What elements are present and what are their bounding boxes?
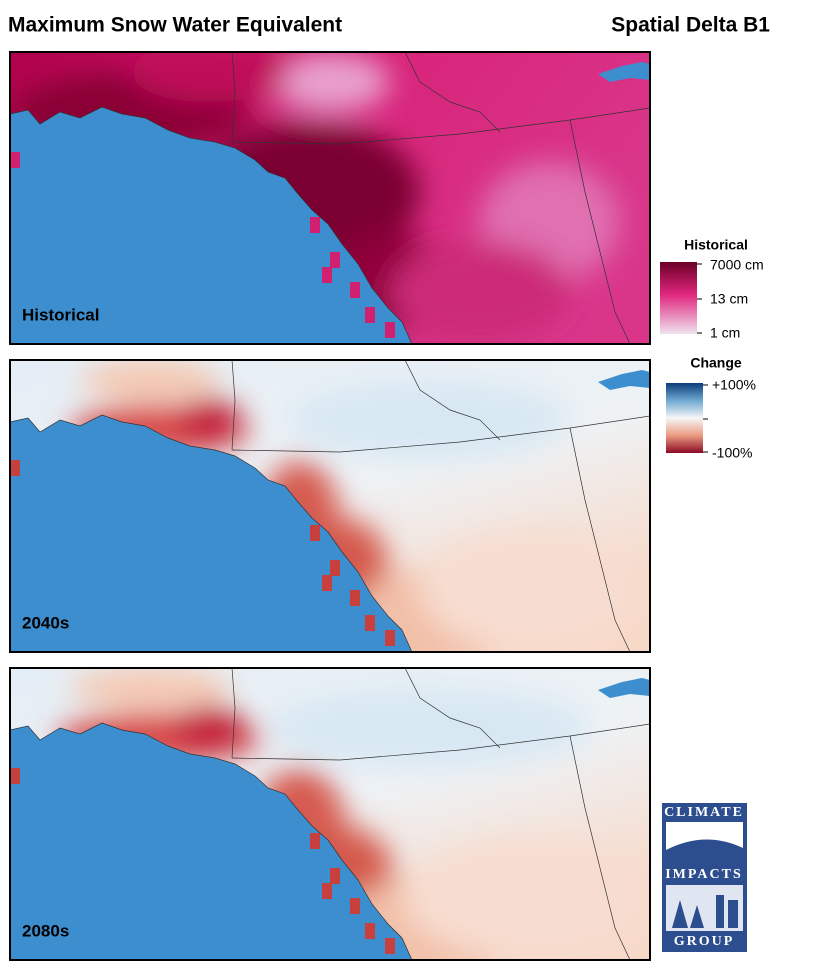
coast-cell xyxy=(365,615,375,631)
coast-cell xyxy=(310,833,320,849)
panel-label: Historical xyxy=(22,305,99,324)
border xyxy=(231,415,650,453)
map-area xyxy=(10,668,650,960)
shade xyxy=(290,380,570,460)
shade xyxy=(390,242,570,342)
legend-ticks xyxy=(703,384,708,453)
legend-label: 13 cm xyxy=(710,291,748,307)
coastline xyxy=(10,106,413,344)
title: Maximum Snow Water Equivalent xyxy=(8,14,342,37)
shade xyxy=(69,668,231,708)
shade xyxy=(270,52,390,112)
coast-cell xyxy=(350,590,360,606)
land-shading xyxy=(10,52,620,342)
coast-cell xyxy=(322,883,332,899)
border xyxy=(404,668,501,749)
legend-colorbar xyxy=(666,383,703,453)
logo-text: IMPACTS xyxy=(665,867,743,882)
border xyxy=(231,668,236,759)
legend-colorbar xyxy=(660,262,697,334)
map-area xyxy=(10,360,650,652)
shade xyxy=(130,52,290,102)
map-panel: Historical xyxy=(9,51,651,345)
lake xyxy=(598,62,650,82)
border xyxy=(404,360,501,441)
shade xyxy=(403,838,650,958)
map-panel: 2080s xyxy=(9,667,651,961)
lake xyxy=(598,678,650,698)
coast-cell xyxy=(10,460,20,476)
coast-cell xyxy=(350,898,360,914)
coast-cell xyxy=(330,560,340,576)
map-area xyxy=(10,52,650,344)
map-panel: 2040s xyxy=(9,359,651,653)
shade xyxy=(420,530,640,650)
legend-label: +100% xyxy=(712,377,756,393)
coast-cell xyxy=(322,267,332,283)
panel-label: 2040s xyxy=(22,613,69,632)
border xyxy=(569,427,631,652)
panel-frame xyxy=(9,51,651,345)
map-panels: Historical 2040s 2080s xyxy=(9,51,651,961)
coast-cell xyxy=(385,630,395,646)
legend-label: 7000 cm xyxy=(710,257,764,273)
coast-cell xyxy=(322,575,332,591)
shade xyxy=(180,398,240,442)
coast-cell xyxy=(385,938,395,954)
shade xyxy=(80,360,220,400)
legend-title: Change xyxy=(690,355,742,371)
border xyxy=(404,52,501,133)
border xyxy=(231,723,650,761)
coast-cell xyxy=(365,923,375,939)
legend-title: Historical xyxy=(684,237,748,253)
panel-frame xyxy=(9,667,651,961)
coast-cell xyxy=(365,307,375,323)
legend-label: -100% xyxy=(712,445,752,461)
ocean xyxy=(10,415,412,652)
panel-label: 2080s xyxy=(22,921,69,940)
coast-cell xyxy=(330,868,340,884)
lake xyxy=(598,370,650,390)
border xyxy=(569,735,631,960)
ocean xyxy=(10,723,412,960)
coast-cell xyxy=(330,252,340,268)
border xyxy=(231,360,236,451)
shade xyxy=(175,706,245,750)
coast-cell xyxy=(385,322,395,338)
shade xyxy=(269,688,591,768)
logo-text: GROUP xyxy=(674,934,735,949)
coastline xyxy=(10,722,413,960)
coast-cell xyxy=(10,152,20,168)
ocean xyxy=(10,107,412,344)
legend-ticks xyxy=(697,263,702,334)
legend-label: 1 cm xyxy=(710,325,740,341)
coast-cell xyxy=(10,768,20,784)
coast-cell xyxy=(350,282,360,298)
coastline xyxy=(10,414,413,652)
border xyxy=(231,107,650,145)
border xyxy=(569,119,631,344)
coast-cell xyxy=(310,217,320,233)
coast-cell xyxy=(310,525,320,541)
subtitle: Spatial Delta B1 xyxy=(611,14,770,37)
border xyxy=(231,52,236,143)
logo: CLIMATE IMPACTS GROUP xyxy=(662,803,747,952)
logo-text: CLIMATE xyxy=(664,805,744,820)
panel-frame xyxy=(9,359,651,653)
